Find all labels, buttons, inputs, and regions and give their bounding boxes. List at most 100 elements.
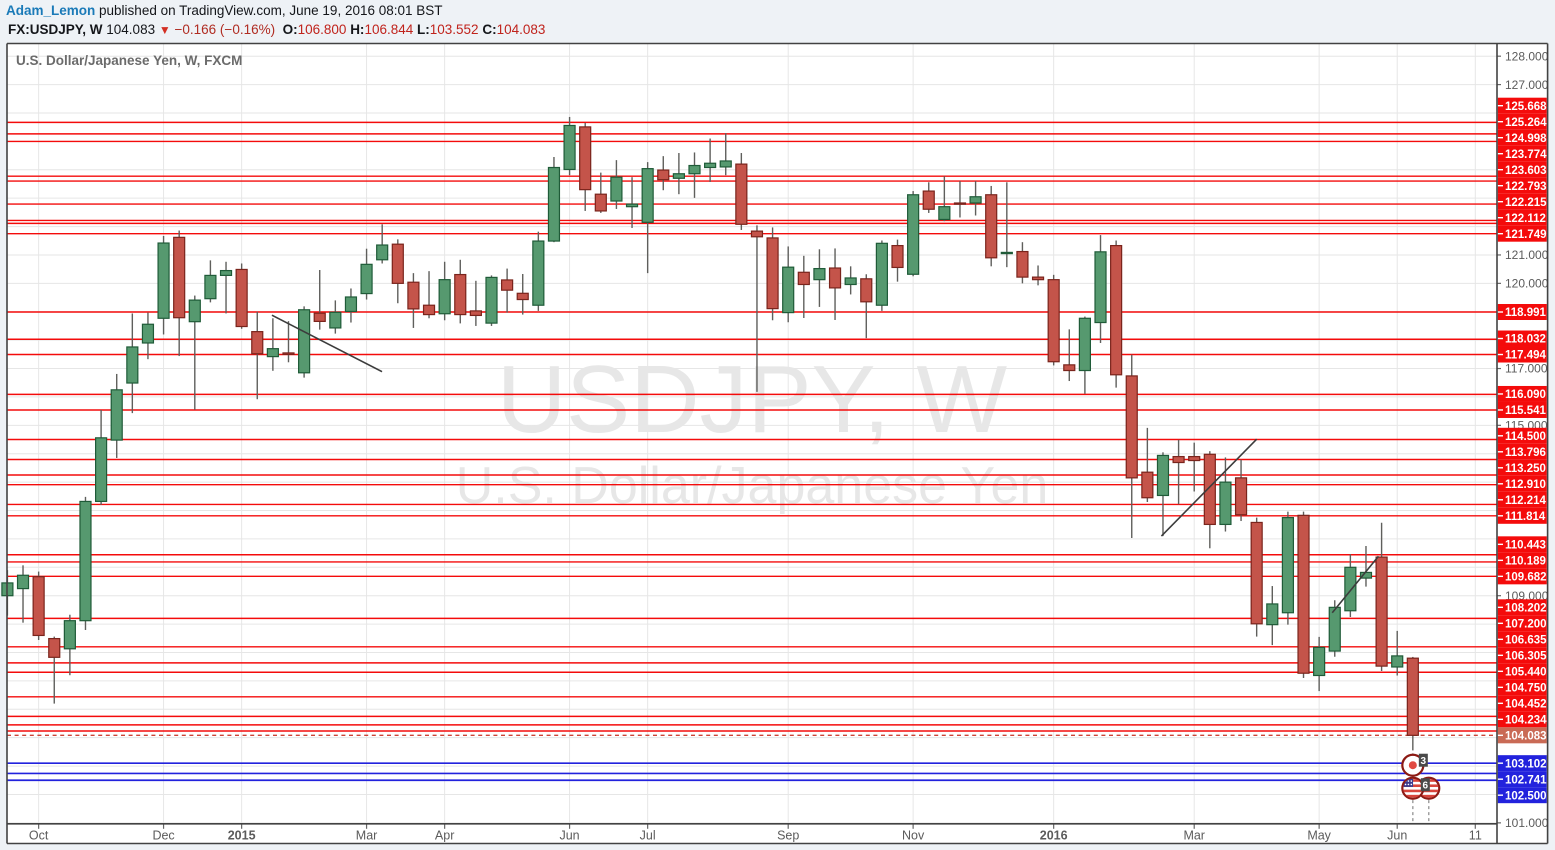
candle[interactable] bbox=[16, 565, 30, 623]
candle[interactable] bbox=[985, 185, 998, 267]
price-axis[interactable]: 128.000127.000121.000120.000117.000115.0… bbox=[1497, 49, 1549, 830]
candle[interactable] bbox=[173, 230, 186, 357]
candle[interactable] bbox=[438, 261, 451, 321]
candle[interactable] bbox=[1125, 354, 1138, 539]
candle[interactable] bbox=[860, 274, 873, 339]
price-level-label: 105.440 bbox=[1497, 663, 1547, 680]
candle-body bbox=[969, 196, 982, 204]
candle[interactable] bbox=[969, 181, 982, 216]
candle[interactable] bbox=[1297, 511, 1310, 679]
candle[interactable] bbox=[1110, 240, 1123, 388]
candle[interactable] bbox=[875, 240, 888, 311]
candle[interactable] bbox=[1234, 459, 1248, 522]
candle[interactable] bbox=[219, 261, 233, 314]
candle[interactable] bbox=[516, 273, 529, 315]
candle[interactable] bbox=[1047, 274, 1060, 366]
candle[interactable] bbox=[563, 116, 576, 176]
candle[interactable] bbox=[844, 266, 857, 295]
candle[interactable] bbox=[735, 153, 748, 230]
candle[interactable] bbox=[157, 235, 170, 335]
candle[interactable] bbox=[1172, 439, 1185, 505]
trendline[interactable] bbox=[271, 314, 383, 373]
candle[interactable] bbox=[1078, 316, 1091, 394]
candle[interactable] bbox=[454, 259, 467, 324]
candle[interactable] bbox=[1156, 452, 1170, 537]
candle[interactable] bbox=[1266, 586, 1279, 646]
level-lines bbox=[7, 121, 1497, 782]
candle[interactable] bbox=[48, 636, 61, 704]
candle[interactable] bbox=[501, 268, 514, 313]
candle[interactable] bbox=[204, 260, 217, 303]
candle[interactable] bbox=[1203, 451, 1216, 549]
candle[interactable] bbox=[907, 191, 920, 277]
candle[interactable] bbox=[625, 177, 639, 228]
candle[interactable] bbox=[376, 224, 389, 264]
candle[interactable] bbox=[282, 321, 295, 363]
candle[interactable] bbox=[1375, 522, 1388, 671]
candle[interactable] bbox=[1344, 554, 1357, 617]
candle[interactable] bbox=[1141, 427, 1154, 502]
candle[interactable] bbox=[891, 239, 904, 282]
candle[interactable] bbox=[329, 300, 342, 334]
candle[interactable] bbox=[1063, 329, 1076, 382]
candle[interactable] bbox=[1219, 457, 1232, 532]
candle[interactable] bbox=[704, 138, 717, 182]
candle[interactable] bbox=[953, 181, 967, 218]
candle[interactable] bbox=[532, 231, 545, 311]
candle[interactable] bbox=[313, 270, 326, 330]
candle[interactable] bbox=[750, 225, 764, 392]
candle[interactable] bbox=[797, 255, 810, 318]
candle[interactable] bbox=[95, 409, 108, 505]
candle[interactable] bbox=[1016, 242, 1029, 284]
candle[interactable] bbox=[641, 162, 654, 274]
candle[interactable] bbox=[594, 172, 607, 213]
candle[interactable] bbox=[407, 273, 420, 328]
time-axis[interactable]: Oct Dec 2015 Mar Apr Jun Jul Sep Nov 2016 Mar May Ju… bbox=[29, 823, 1482, 843]
candle[interactable] bbox=[1031, 265, 1045, 286]
candle[interactable] bbox=[672, 153, 685, 195]
candle[interactable] bbox=[782, 246, 795, 323]
candle[interactable] bbox=[766, 227, 779, 321]
candle[interactable] bbox=[828, 248, 842, 320]
candle[interactable] bbox=[547, 156, 561, 243]
candle[interactable] bbox=[485, 275, 498, 326]
candle[interactable] bbox=[344, 288, 358, 323]
candle[interactable] bbox=[1188, 442, 1201, 492]
symbol-name[interactable]: FX:USDJPY, W bbox=[8, 22, 103, 37]
candle[interactable] bbox=[1094, 235, 1107, 343]
candle[interactable] bbox=[141, 312, 155, 360]
candle[interactable] bbox=[688, 152, 701, 198]
candle[interactable] bbox=[1000, 182, 1013, 268]
candle[interactable] bbox=[938, 176, 951, 222]
candle[interactable] bbox=[1391, 630, 1404, 676]
candle[interactable] bbox=[1406, 656, 1419, 751]
candle[interactable] bbox=[110, 373, 123, 458]
candle[interactable] bbox=[251, 311, 264, 400]
candle[interactable] bbox=[422, 271, 436, 319]
candle[interactable] bbox=[922, 182, 935, 213]
candle[interactable] bbox=[1250, 517, 1263, 637]
us-flag-icon[interactable] bbox=[1401, 776, 1425, 800]
candle[interactable] bbox=[719, 133, 732, 176]
candle[interactable] bbox=[813, 249, 826, 307]
candle[interactable] bbox=[235, 263, 248, 329]
candle[interactable] bbox=[391, 239, 404, 304]
candle[interactable] bbox=[657, 156, 670, 191]
candle[interactable] bbox=[266, 318, 279, 371]
candle[interactable] bbox=[1313, 636, 1326, 692]
candle[interactable] bbox=[469, 280, 482, 326]
candle[interactable] bbox=[188, 295, 201, 410]
candle[interactable] bbox=[1281, 511, 1295, 625]
candle[interactable] bbox=[32, 571, 45, 640]
candle[interactable] bbox=[360, 248, 373, 300]
candle[interactable] bbox=[298, 306, 311, 378]
candle[interactable] bbox=[610, 160, 623, 209]
candle[interactable] bbox=[79, 496, 92, 631]
candle[interactable] bbox=[579, 122, 592, 211]
trendline[interactable] bbox=[1160, 438, 1258, 537]
author-link[interactable]: Adam_Lemon bbox=[6, 3, 96, 18]
candle[interactable] bbox=[63, 614, 76, 676]
trendline[interactable] bbox=[1331, 555, 1380, 614]
candle[interactable] bbox=[126, 313, 139, 414]
